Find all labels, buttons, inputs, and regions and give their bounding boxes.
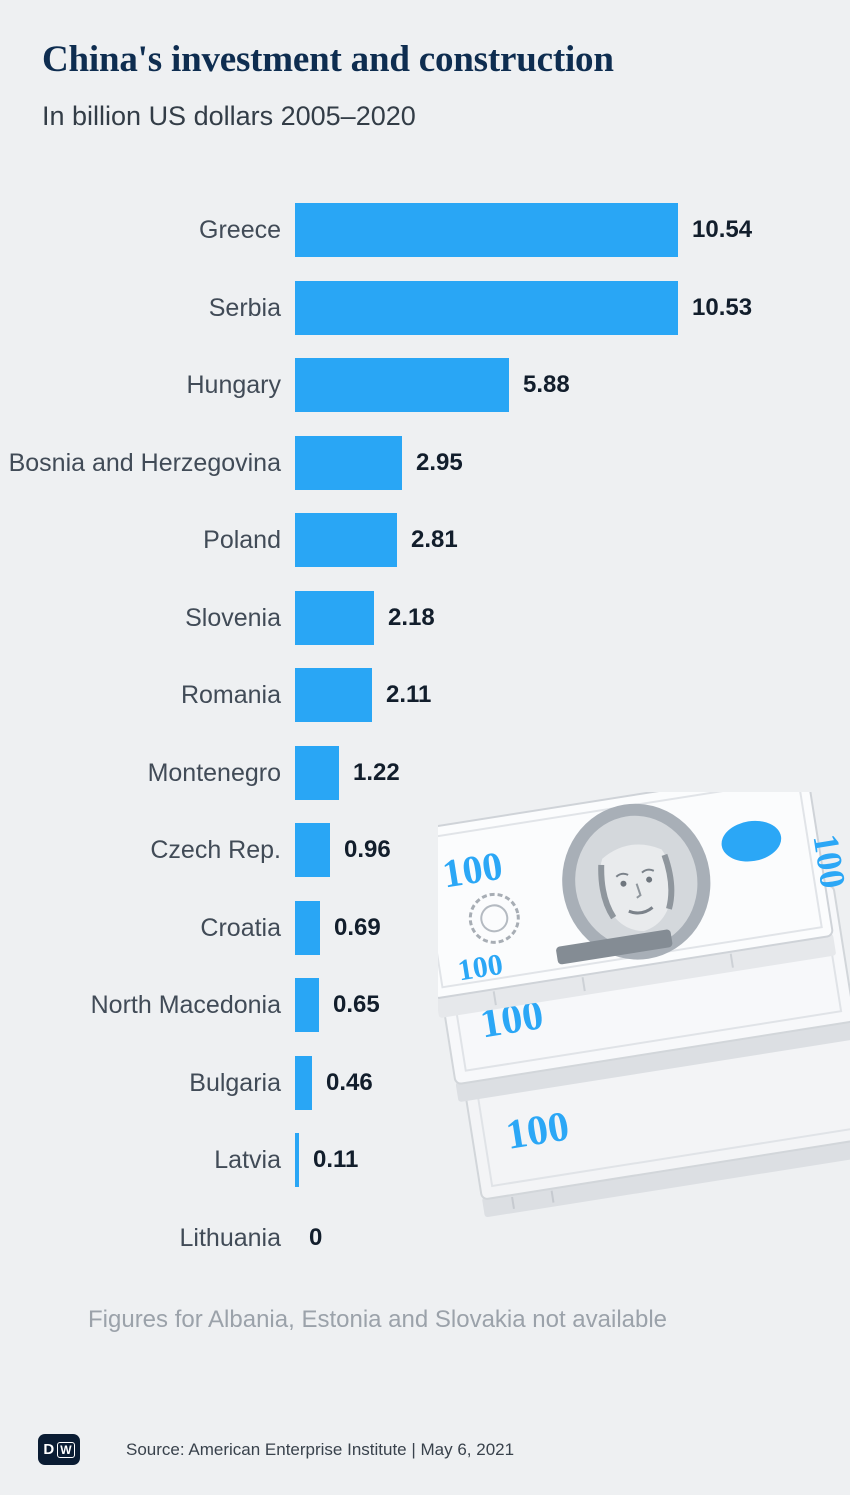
value-label: 0.46 [326, 1068, 373, 1096]
money-stack-illustration: 100 100 [407, 767, 850, 1227]
value-label: 2.81 [411, 526, 458, 554]
bar-row: Czech Rep. 0.96 [0, 812, 850, 890]
category-label: Bulgaria [189, 1068, 281, 1097]
value-label: 0.65 [333, 991, 380, 1019]
header: China's investment and construction In b… [0, 0, 850, 132]
footnote-text: Figures for Albania, Estonia and Slovaki… [88, 1305, 668, 1333]
bar-row: Latvia 0.11 [0, 1122, 850, 1200]
bar-row: Poland 2.81 [0, 502, 850, 580]
bar [295, 590, 374, 645]
bar [295, 1133, 299, 1188]
value-label: 0.11 [313, 1146, 359, 1174]
value-label: 0.96 [344, 836, 391, 864]
category-label: Romania [180, 681, 281, 710]
svg-text:100: 100 [456, 948, 506, 988]
source-text: Source: American Enterprise Institute | … [126, 1439, 515, 1459]
category-label: Croatia [200, 913, 281, 942]
bar-row: Lithuania 0 [0, 1199, 850, 1277]
bar [295, 358, 509, 413]
bar [295, 745, 339, 800]
dollar-bills-icon: 100 100 [407, 767, 850, 1218]
bar-row: Montenegro 1.22 [0, 734, 850, 812]
svg-text:100: 100 [805, 831, 850, 891]
category-label: Czech Rep. [150, 836, 281, 865]
bar-row: North Macedonia 0.65 [0, 967, 850, 1045]
category-label: North Macedonia [90, 991, 281, 1020]
bar-chart: Greece 10.54 Serbia 10.53 Hungary 5.88 Bosnia … [0, 192, 850, 1277]
bar-row: Hungary 5.88 [0, 347, 850, 425]
bar [295, 280, 678, 335]
dw-logo-d: D [43, 1441, 55, 1458]
bar [295, 513, 397, 568]
svg-text:100: 100 [439, 843, 505, 897]
category-label: Greece [199, 216, 281, 245]
value-label: 0 [309, 1223, 323, 1251]
bar-row: Greece 10.54 [0, 192, 850, 270]
category-label: Latvia [214, 1146, 281, 1175]
category-label: Montenegro [147, 758, 281, 787]
dw-logo-w: W [57, 1441, 75, 1458]
category-label: Hungary [186, 371, 282, 400]
bar-row: Croatia 0.69 [0, 889, 850, 967]
category-label: Poland [203, 526, 281, 555]
bar-rows: Greece 10.54 Serbia 10.53 Hungary 5.88 Bosnia … [0, 192, 850, 1277]
bar-row: Serbia 10.53 [0, 269, 850, 347]
bar-row: Romania 2.11 [0, 657, 850, 735]
value-label: 5.88 [523, 371, 570, 399]
category-label: Serbia [208, 293, 281, 322]
bar [295, 1055, 312, 1110]
bar-row: Bosnia and Herzegovina 2.95 [0, 424, 850, 502]
svg-text:100: 100 [503, 1104, 572, 1159]
bar [295, 978, 319, 1033]
value-label: 1.22 [353, 758, 400, 786]
bar [295, 668, 372, 723]
value-label: 2.11 [386, 681, 432, 709]
bar [295, 203, 678, 258]
dw-logo: D W [38, 1434, 80, 1465]
footnote: Figures for Albania, Estonia and Slovaki… [88, 1303, 850, 1336]
category-label: Bosnia and Herzegovina [8, 448, 281, 477]
value-label: 10.54 [692, 216, 753, 244]
bar [295, 900, 320, 955]
value-label: 2.95 [416, 448, 463, 476]
value-label: 10.53 [692, 293, 753, 321]
chart-subtitle: In billion US dollars 2005–2020 [42, 100, 416, 131]
chart-title: China's investment and construction [42, 39, 614, 80]
category-label: Lithuania [179, 1223, 281, 1252]
bar [295, 823, 330, 878]
bar-row: Slovenia 2.18 [0, 579, 850, 657]
footer: D W Source: American Enterprise Institut… [38, 1434, 514, 1465]
bar [295, 435, 402, 490]
value-label: 0.69 [334, 913, 381, 941]
bar-row: Bulgaria 0.46 [0, 1044, 850, 1122]
value-label: 2.18 [388, 603, 435, 631]
category-label: Slovenia [185, 603, 281, 632]
